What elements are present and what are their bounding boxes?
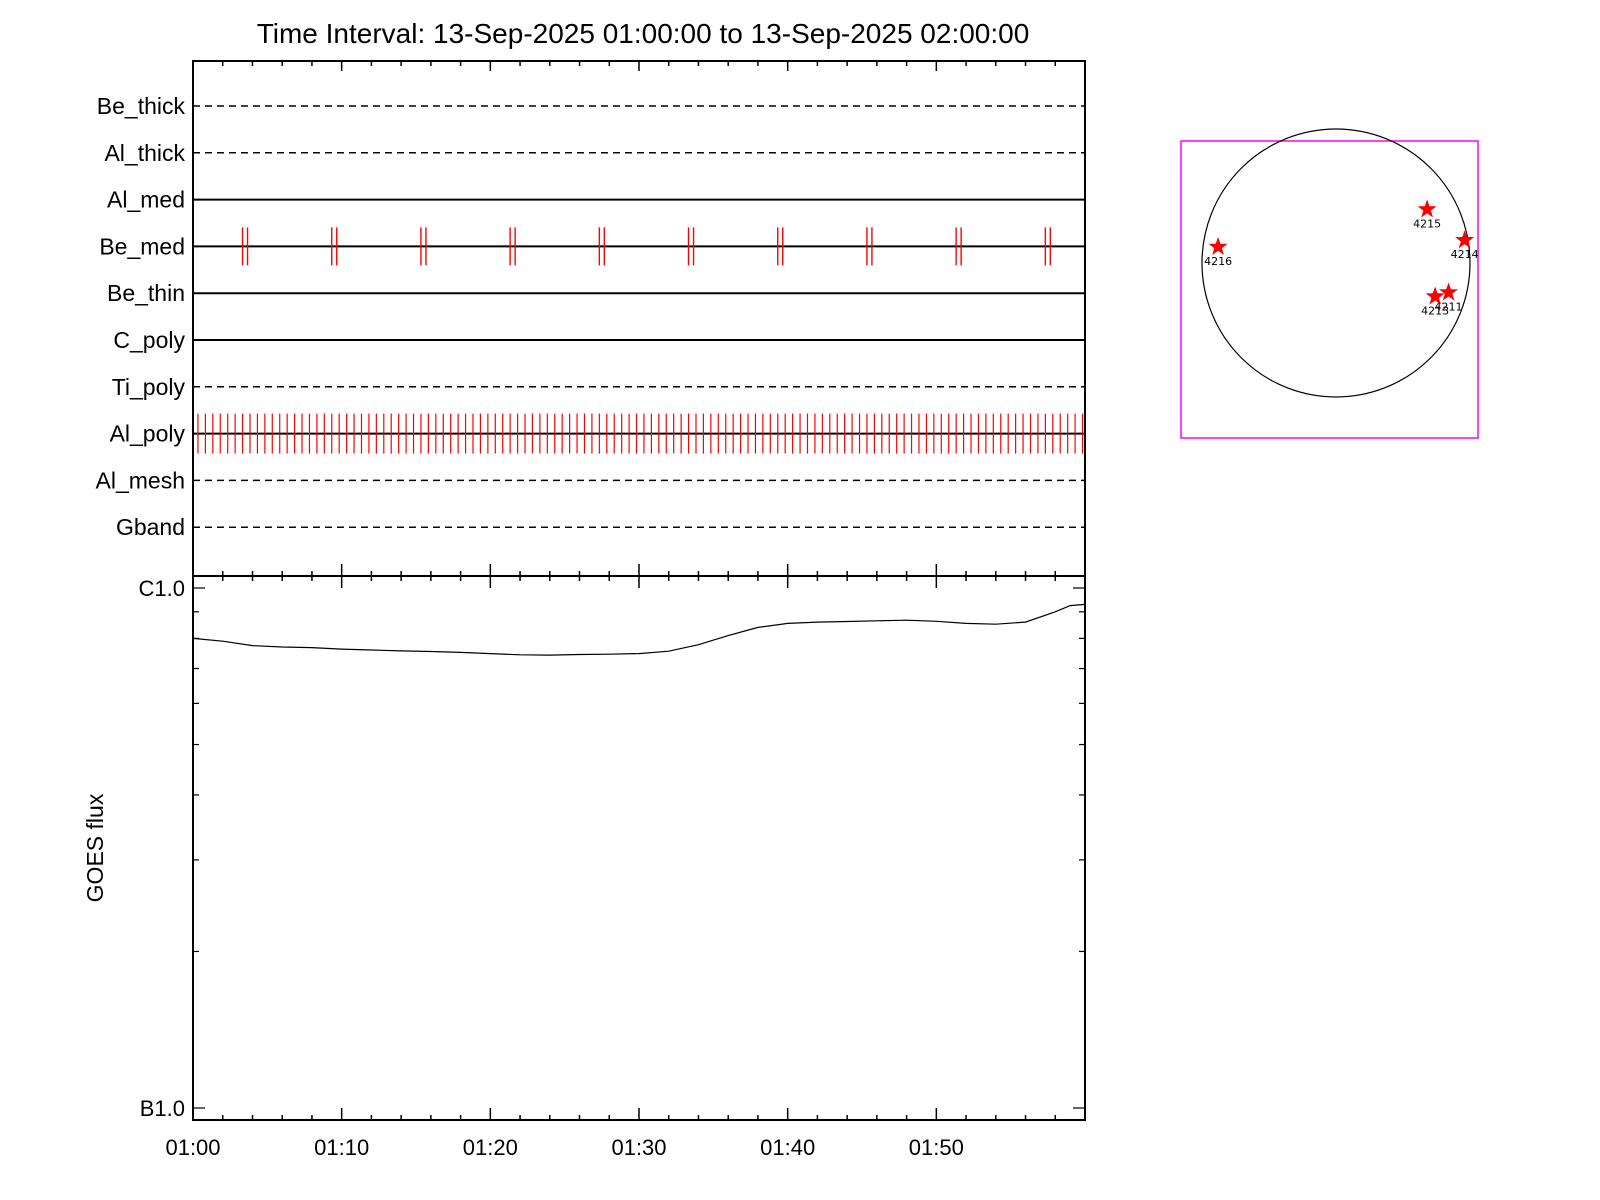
filter-panel: Be_thick Al_thick Al_med Be_med Be_thin C_pol…: [96, 60, 1086, 577]
region-star-marker: [1425, 286, 1445, 305]
active-region-4216: 4216: [1204, 236, 1232, 268]
region-star-marker: [1455, 230, 1475, 249]
filter-rows: Be_thick Al_thick Al_med Be_med Be_thin C_pol…: [96, 93, 1085, 540]
filter-label: Be_med: [99, 233, 185, 259]
active-region-4214: 4214: [1451, 230, 1479, 261]
y-tick-label: C1.0: [139, 576, 185, 601]
filter-label: Al_med: [107, 187, 185, 213]
filter-row-gband: Gband: [116, 514, 1085, 540]
field-of-view-box: [1180, 140, 1479, 439]
filter-panel-frame: [192, 60, 1086, 577]
filter-label: Al_poly: [110, 421, 186, 447]
goes-panel: 01:00 01:10 01:20 01:30 01:40 01:50 C1.0B1.0 …: [82, 575, 1086, 1160]
x-tick-label: 01:30: [611, 1135, 666, 1160]
filter-row-be-thin: Be_thin: [107, 280, 1085, 306]
filter-label: Al_thick: [104, 140, 185, 166]
region-star-marker: [1417, 199, 1437, 218]
x-tick-label: 01:50: [909, 1135, 964, 1160]
exposure-markers: [197, 227, 1084, 454]
x-tick-labels: 01:00 01:10 01:20 01:30 01:40 01:50: [165, 1135, 963, 1160]
filter-row-ti-poly: Ti_poly: [112, 374, 1085, 400]
region-label: 4215: [1413, 217, 1441, 230]
x-tick-label: 01:20: [463, 1135, 518, 1160]
filter-label: Al_mesh: [96, 467, 185, 493]
filter-label: Gband: [116, 514, 185, 540]
filter-panel-time-ticks: [192, 61, 1086, 576]
region-star-marker: [1439, 282, 1459, 301]
x-tick-label: 01:40: [760, 1135, 815, 1160]
y-tick-labels: C1.0 B1.0: [139, 576, 185, 1121]
y-axis-label: GOES flux: [82, 793, 108, 902]
region-label: 4214: [1451, 248, 1479, 261]
goes-axis-ticks: [192, 576, 1086, 1120]
filter-row-al-mesh: Al_mesh: [96, 467, 1085, 493]
filter-label: Be_thick: [97, 93, 186, 119]
filter-row-al-thick: Al_thick: [104, 140, 1085, 166]
x-tick-label: 01:00: [165, 1135, 220, 1160]
filter-row-al-poly: Al_poly: [110, 421, 1085, 447]
goes-panel-frame: [192, 575, 1086, 1121]
filter-row-al-med: Al_med: [107, 187, 1085, 213]
x-tick-label: 01:10: [314, 1135, 369, 1160]
active-region-4211: 4211: [1435, 282, 1463, 313]
region-label: 4216: [1204, 255, 1232, 268]
filter-label: C_poly: [113, 327, 185, 353]
filter-row-c-poly: C_poly: [113, 327, 1085, 353]
active-region-4215: 4215: [1413, 199, 1441, 230]
filter-row-be-thick: Be_thick: [97, 93, 1085, 119]
region-label: 4211: [1435, 300, 1463, 313]
active-region-4213: 4213: [1421, 286, 1449, 318]
solar-limb: [1201, 128, 1471, 398]
y-tick-label: B1.0: [140, 1096, 185, 1121]
filter-row-be-med: Be_med: [99, 233, 1085, 259]
filter-label: Ti_poly: [112, 374, 186, 400]
region-label: 4213: [1421, 305, 1449, 318]
filter-label: Be_thin: [107, 280, 185, 306]
region-star-marker: [1208, 236, 1228, 255]
goes-flux-line: [192, 603, 1086, 656]
chart-title: Time Interval: 13-Sep-2025 01:00:00 to 1…: [257, 18, 1030, 49]
